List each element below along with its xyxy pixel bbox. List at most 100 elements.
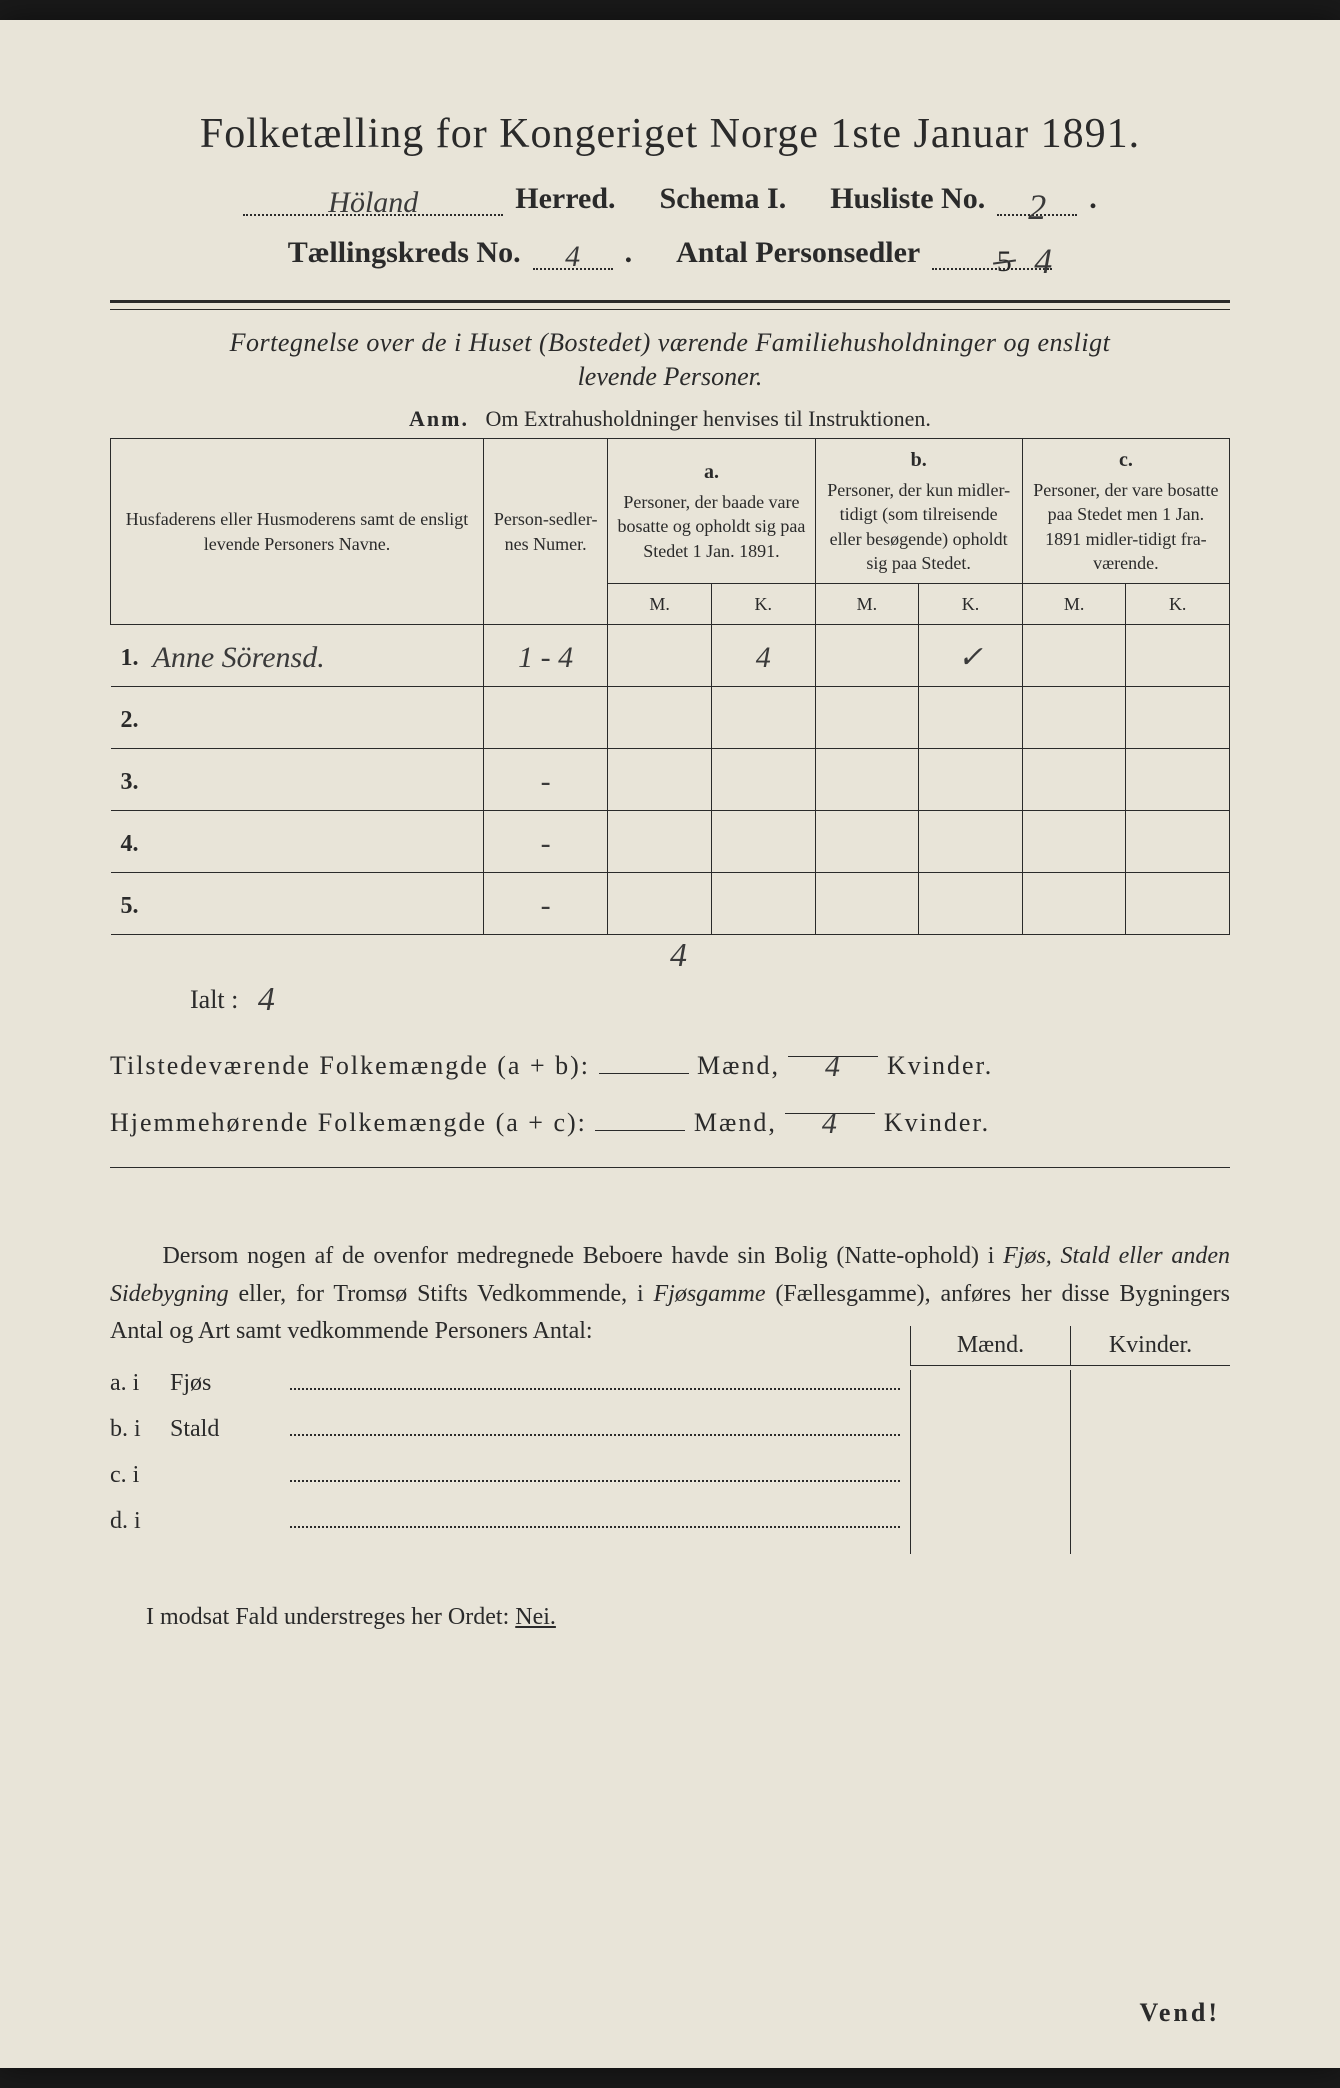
row-a-m (608, 687, 712, 749)
bldg-row-label: c. i (110, 1462, 170, 1489)
row-c-m (1022, 625, 1126, 687)
col-b-header: b. Personer, der kun midler-tidigt (som … (815, 439, 1022, 584)
totals-1-k: 4 (788, 1035, 878, 1057)
schema-label: Schema I. (660, 182, 787, 216)
herred-value: Höland (328, 186, 418, 219)
col-a-header: a. Personer, der baade vare bosatte og o… (608, 439, 815, 584)
kreds-dot: . (625, 236, 633, 270)
row-b-m (815, 873, 919, 935)
husliste-dot: . (1089, 182, 1097, 216)
bldg-row-which: Fjøs (170, 1370, 290, 1397)
bldg-row-dots (290, 1468, 900, 1482)
totals-1-m (599, 1052, 689, 1074)
census-table: Husfaderens eller Husmoderens samt de en… (110, 438, 1230, 935)
kreds-field: 4 (533, 238, 613, 270)
row-b-k: ✓ (919, 625, 1023, 687)
table-head: Husfaderens eller Husmoderens samt de en… (111, 439, 1230, 625)
herred-field: Höland (243, 184, 503, 216)
anm-bold: Anm. (409, 406, 469, 431)
bldg-row-dots (290, 1514, 900, 1528)
totals-2-k: 4 (785, 1092, 875, 1114)
bldg-maend-header: Mænd. (910, 1326, 1070, 1366)
row-c-k (1126, 811, 1230, 873)
totals-line-2: Hjemmehørende Folkemængde (a + c): Mænd,… (110, 1092, 1230, 1149)
row-a-m (608, 811, 712, 873)
totals-2-m (595, 1109, 685, 1131)
building-row: b. iStald (110, 1416, 910, 1462)
row-b-k (919, 811, 1023, 873)
rule-mid (110, 1167, 1230, 1168)
row-b-k (919, 687, 1023, 749)
row-c-m (1022, 749, 1126, 811)
row-b-m (815, 811, 919, 873)
table-row: 3. - (111, 749, 1230, 811)
building-cols (910, 1370, 1230, 1554)
row-a-k (711, 811, 815, 873)
row-a-k (711, 687, 815, 749)
ialt-label: Ialt : (190, 985, 238, 1014)
anm-line: Anm. Om Extrahusholdninger henvises til … (110, 406, 1230, 432)
row-num-cell: - (484, 873, 608, 935)
building-rows: a. iFjøsb. iStaldc. id. i (110, 1370, 910, 1554)
col-a-k: K. (711, 584, 815, 625)
row-b-m (815, 749, 919, 811)
table-row: 4. - (111, 811, 1230, 873)
row-num-cell (484, 687, 608, 749)
footer-nei: Nei. (515, 1604, 556, 1630)
row-c-k (1126, 625, 1230, 687)
herred-label: Herred. (515, 182, 615, 216)
kreds-value: 4 (565, 240, 580, 273)
row-name-cell: 5. (111, 873, 484, 935)
col-b-m: M. (815, 584, 919, 625)
building-table-wrap: Mænd. Kvinder. a. iFjøsb. iStaldc. id. i (110, 1370, 1230, 1554)
bldg-maend-col (911, 1370, 1071, 1554)
building-row: d. i (110, 1508, 910, 1554)
row-c-m (1022, 811, 1126, 873)
table-row: 1. Anne Sörensd.1 - 4 4 ✓ (111, 625, 1230, 687)
antal-label: Antal Personsedler (676, 236, 920, 270)
row-b-k (919, 873, 1023, 935)
totals-block: Tilstedeværende Folkemængde (a + b): Mæn… (110, 1035, 1230, 1149)
ialt-value: 4 (258, 981, 275, 1018)
sum-row: 4 (110, 935, 1230, 985)
row-a-m (608, 625, 712, 687)
table-body: 1. Anne Sörensd.1 - 4 4 ✓ 2. 3. -4. -5. - (111, 625, 1230, 935)
antal-struck-value: 5 (997, 245, 1012, 279)
bldg-row-which: Stald (170, 1416, 290, 1443)
title-block: Folketælling for Kongeriget Norge 1ste J… (110, 110, 1230, 270)
bldg-kvinder-col (1071, 1370, 1230, 1554)
bldg-kvinder-header: Kvinder. (1070, 1326, 1230, 1366)
totals-line-1: Tilstedeværende Folkemængde (a + b): Mæn… (110, 1035, 1230, 1092)
bldg-row-dots (290, 1376, 900, 1390)
row-num-cell: 1 - 4 (484, 625, 608, 687)
row-b-m (815, 625, 919, 687)
antal-field: 5 4 (932, 238, 1052, 270)
row-name-cell: 1. Anne Sörensd. (111, 625, 484, 687)
col-c-k: K. (1126, 584, 1230, 625)
anm-rest: Om Extrahusholdninger henvises til Instr… (486, 406, 931, 431)
row-b-m (815, 687, 919, 749)
vend-label: Vend! (1139, 1998, 1220, 2028)
table-row: 2. (111, 687, 1230, 749)
row-c-m (1022, 873, 1126, 935)
row-name-cell: 4. (111, 811, 484, 873)
header-line-2: Höland Herred. Schema I. Husliste No. 2 … (110, 182, 1230, 216)
main-title: Folketælling for Kongeriget Norge 1ste J… (110, 110, 1230, 158)
subtitle-1: Fortegnelse over de i Huset (Bostedet) v… (110, 328, 1230, 358)
col-num-header: Person-sedler-nes Numer. (484, 439, 608, 625)
subtitle-2: levende Personer. (110, 362, 1230, 392)
col-c-header: c. Personer, der vare bosatte paa Stedet… (1022, 439, 1229, 584)
header-line-3: Tællingskreds No. 4 . Antal Personsedler… (110, 236, 1230, 270)
row-b-k (919, 749, 1023, 811)
sum-a-k: 4 (670, 937, 687, 975)
row-name-cell: 2. (111, 687, 484, 749)
row-c-k (1126, 873, 1230, 935)
rule-thin (110, 309, 1230, 310)
row-a-k: 4 (711, 625, 815, 687)
rule-thick (110, 300, 1230, 303)
table-row: 5. - (111, 873, 1230, 935)
col-b-k: K. (919, 584, 1023, 625)
building-table: a. iFjøsb. iStaldc. id. i (110, 1370, 1230, 1554)
row-a-m (608, 873, 712, 935)
footer-line: I modsat Fald understreges her Ordet: Ne… (110, 1604, 1230, 1631)
